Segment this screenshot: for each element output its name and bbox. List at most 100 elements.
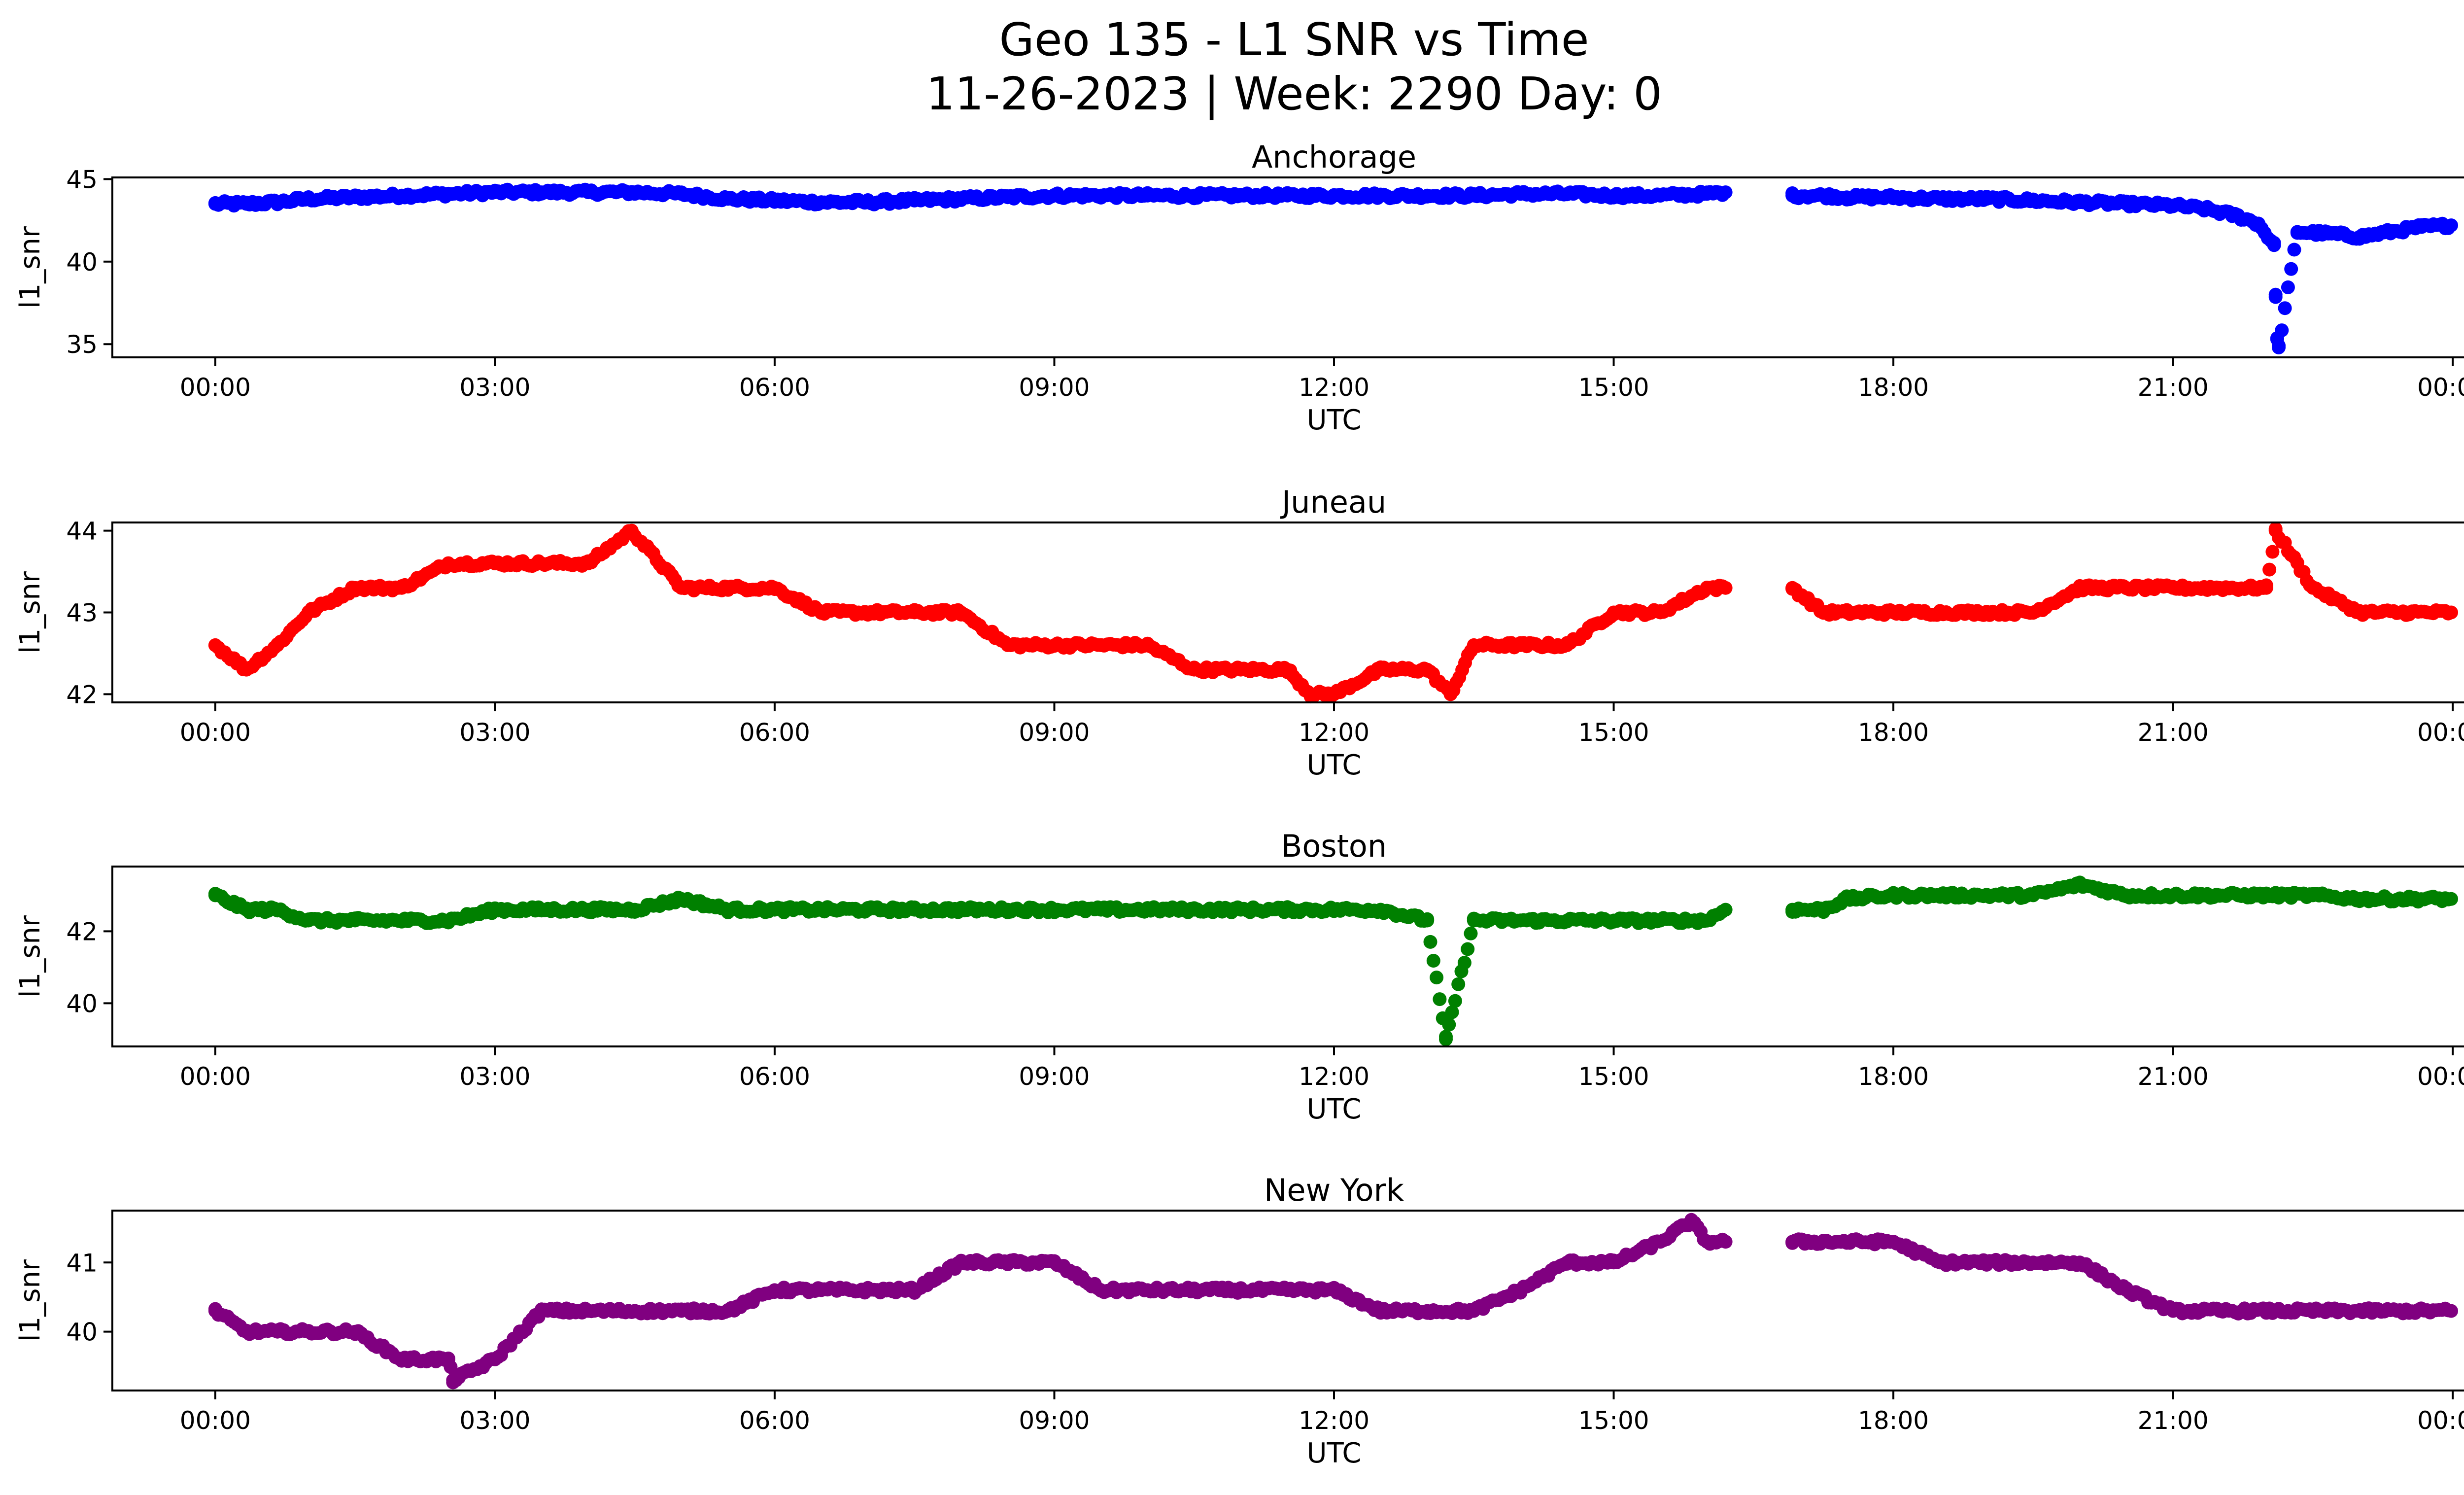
data-point bbox=[2262, 562, 2277, 577]
data-point bbox=[628, 185, 642, 200]
data-point bbox=[954, 192, 968, 206]
x-tick-label: 06:00 bbox=[739, 718, 810, 747]
x-tick-label: 03:00 bbox=[459, 1062, 530, 1091]
data-point bbox=[1464, 926, 1478, 940]
subplot-title: Juneau bbox=[1280, 484, 1386, 520]
data-point bbox=[2166, 198, 2180, 212]
data-point bbox=[2399, 1304, 2413, 1318]
data-point bbox=[907, 1283, 922, 1297]
x-tick-label: 09:00 bbox=[1019, 1406, 1090, 1435]
data-point bbox=[1560, 1255, 1574, 1270]
data-point bbox=[1785, 903, 1800, 917]
data-point bbox=[239, 662, 253, 677]
data-point bbox=[721, 1304, 735, 1318]
data-point bbox=[1094, 903, 1108, 917]
figure-title-line1: Geo 135 - L1 SNR vs Time bbox=[999, 13, 1589, 66]
subplot-anchorage: Anchorage 00:00 03:00 06:00 09:00 12:00 15:00 1… bbox=[14, 139, 2464, 436]
data-point bbox=[535, 556, 548, 570]
y-axis-label: l1_snr bbox=[14, 571, 46, 654]
data-point bbox=[721, 903, 735, 917]
data-point bbox=[2213, 581, 2227, 595]
data-point bbox=[2267, 238, 2281, 252]
x-tick-label: 12:00 bbox=[1299, 1062, 1369, 1091]
data-point bbox=[271, 638, 284, 652]
data-point bbox=[1327, 188, 1341, 203]
data-point bbox=[861, 195, 875, 209]
data-point bbox=[1303, 687, 1318, 701]
data-point bbox=[2272, 340, 2286, 354]
data-point bbox=[395, 188, 409, 203]
x-tick-label: 03:00 bbox=[459, 1406, 530, 1435]
x-tick-label: 09:00 bbox=[1019, 373, 1090, 402]
x-tick-label: 00:00 bbox=[180, 1406, 251, 1435]
data-point bbox=[2252, 216, 2265, 231]
data-point bbox=[1373, 903, 1388, 917]
data-point bbox=[2444, 218, 2458, 233]
data-point bbox=[674, 581, 688, 595]
data-point bbox=[2120, 888, 2133, 903]
data-point bbox=[2120, 581, 2133, 595]
y-tick-label: 45 bbox=[66, 165, 98, 194]
data-point bbox=[1607, 188, 1621, 203]
data-point bbox=[535, 1304, 548, 1318]
data-point bbox=[239, 197, 253, 211]
x-tick-label: 09:00 bbox=[1019, 1062, 1090, 1091]
data-point bbox=[2026, 193, 2040, 208]
data-point bbox=[1718, 1235, 1733, 1249]
data-point bbox=[1980, 192, 1994, 206]
subplot-title: Boston bbox=[1281, 828, 1387, 864]
x-tick-label: 15:00 bbox=[1578, 1062, 1649, 1091]
data-point bbox=[2290, 225, 2304, 239]
data-point bbox=[1816, 903, 1831, 917]
data-point bbox=[1560, 913, 1574, 928]
data-point bbox=[2399, 605, 2413, 620]
x-axis: 00:00 03:00 06:00 09:00 12:00 15:00 18:00 21:00… bbox=[180, 1046, 2464, 1125]
data-point bbox=[348, 581, 362, 595]
data-point bbox=[1816, 1235, 1831, 1249]
data-point bbox=[767, 581, 782, 595]
data-point bbox=[907, 193, 922, 208]
x-tick-label: 15:00 bbox=[1578, 1406, 1649, 1435]
data-point bbox=[395, 913, 409, 928]
data-point bbox=[1373, 1304, 1388, 1318]
data-point bbox=[395, 1352, 409, 1366]
subplot-title: New York bbox=[1264, 1172, 1404, 1208]
x-tick-label: 21:00 bbox=[2138, 1062, 2209, 1091]
data-point bbox=[767, 903, 782, 917]
data-point bbox=[2353, 1304, 2366, 1318]
data-point bbox=[488, 903, 502, 917]
data-points bbox=[208, 875, 2458, 1046]
data-point bbox=[1426, 954, 1440, 968]
data-point bbox=[2444, 1304, 2458, 1318]
data-point bbox=[581, 1304, 595, 1318]
data-point bbox=[1653, 1235, 1668, 1249]
data-point bbox=[1933, 888, 1947, 903]
x-tick-label: 18:00 bbox=[1858, 373, 1929, 402]
data-point bbox=[1140, 188, 1155, 203]
data-point bbox=[628, 903, 642, 917]
data-point bbox=[1140, 1283, 1155, 1297]
data-point bbox=[581, 903, 595, 917]
y-axis: 40 42 l1_snr bbox=[14, 915, 112, 1018]
y-tick-label: 40 bbox=[66, 1318, 98, 1347]
data-point bbox=[2259, 1304, 2273, 1318]
data-point bbox=[2265, 545, 2280, 559]
data-point bbox=[1513, 913, 1528, 928]
data-point bbox=[1980, 1255, 1994, 1270]
data-point bbox=[1423, 935, 1437, 949]
data-point bbox=[441, 556, 455, 570]
data-point bbox=[1000, 903, 1015, 917]
data-point bbox=[2415, 220, 2429, 234]
data-point bbox=[674, 187, 688, 201]
data-point bbox=[1785, 188, 1800, 203]
data-point bbox=[1718, 903, 1733, 917]
y-tick-label: 35 bbox=[66, 330, 98, 359]
data-point bbox=[624, 523, 639, 538]
data-point bbox=[395, 581, 409, 595]
data-point bbox=[441, 1352, 455, 1366]
data-point bbox=[1430, 971, 1444, 985]
data-point bbox=[1443, 687, 1458, 701]
x-axis: 00:00 03:00 06:00 09:00 12:00 15:00 18:00 21:00… bbox=[180, 357, 2464, 436]
data-point bbox=[2268, 523, 2283, 538]
